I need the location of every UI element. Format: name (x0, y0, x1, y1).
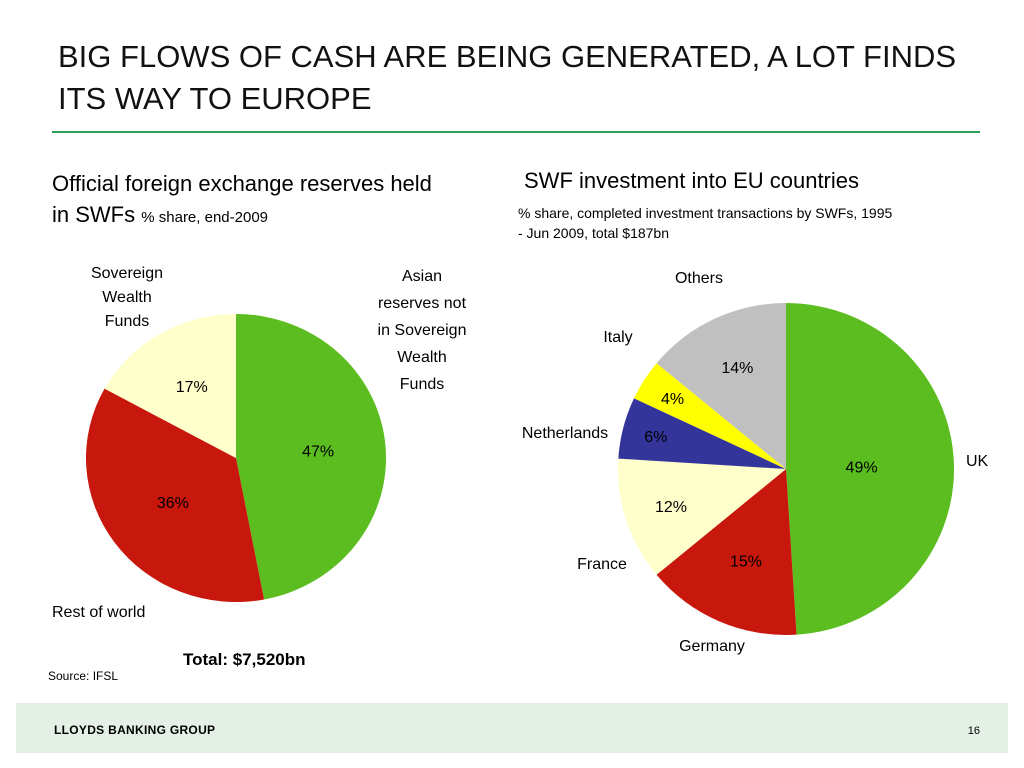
category-label-asian-reserves-not-in-sovereign-wealth-funds: Asian reserves not in Sovereign Wealth Funds (378, 268, 467, 393)
page-number: 16 (967, 725, 980, 737)
category-label-others: Others (675, 270, 723, 287)
value-label-uk: 49% (846, 460, 878, 477)
category-label-france: France (577, 556, 627, 573)
footer-brand: LLOYDS BANKING GROUP (54, 723, 216, 737)
value-label-netherlands: 6% (644, 429, 667, 446)
category-label-uk: UK (966, 453, 989, 470)
left-chart-title: Official foreign exchange reserves held … (52, 171, 432, 227)
pie-slice-italy (633, 363, 786, 469)
category-label-italy: Italy (603, 329, 632, 346)
pie-slice-sovereign-wealth-funds (104, 314, 236, 458)
category-label-sovereign-wealth-funds: Sovereign Wealth Funds (91, 265, 163, 330)
left-chart-subtitle: % share, end-2009 (141, 209, 269, 226)
value-label-france: 12% (655, 499, 687, 516)
pie-slice-netherlands (618, 398, 786, 469)
title-divider (52, 131, 980, 133)
source-note: Source: IFSL (48, 669, 119, 683)
right-chart-subtitle: % share, completed investment transactio… (518, 205, 893, 241)
category-label-netherlands: Netherlands (522, 425, 608, 442)
value-label-sovereign-wealth-funds: 17% (176, 379, 208, 396)
value-label-italy: 4% (661, 391, 684, 408)
footer-bar: LLOYDS BANKING GROUP 16 (16, 703, 1008, 753)
pie-slice-uk (786, 303, 954, 635)
left-chart-heading: Official foreign exchange reserves held … (52, 168, 452, 233)
pie-slice-asian-reserves-not-in-sovereign-wealth-funds (236, 314, 386, 600)
pie-slice-france (618, 458, 786, 575)
reserves-total: Total: $7,520bn (183, 650, 306, 669)
right-chart-title: SWF investment into EU countries (524, 168, 860, 193)
value-label-others: 14% (721, 360, 753, 377)
category-label-germany: Germany (679, 638, 745, 655)
value-label-rest-of-world: 36% (157, 495, 189, 512)
pie-slice-others (656, 303, 786, 469)
value-label-asian-reserves-not-in-sovereign-wealth-funds: 47% (302, 444, 334, 461)
slide-title: BIG FLOWS OF CASH ARE BEING GENERATED, A… (58, 39, 957, 116)
pie-slice-germany (656, 469, 797, 635)
category-label-rest-of-world: Rest of world (52, 604, 145, 621)
value-label-germany: 15% (730, 553, 762, 570)
pie-slice-rest-of-world (86, 388, 265, 602)
